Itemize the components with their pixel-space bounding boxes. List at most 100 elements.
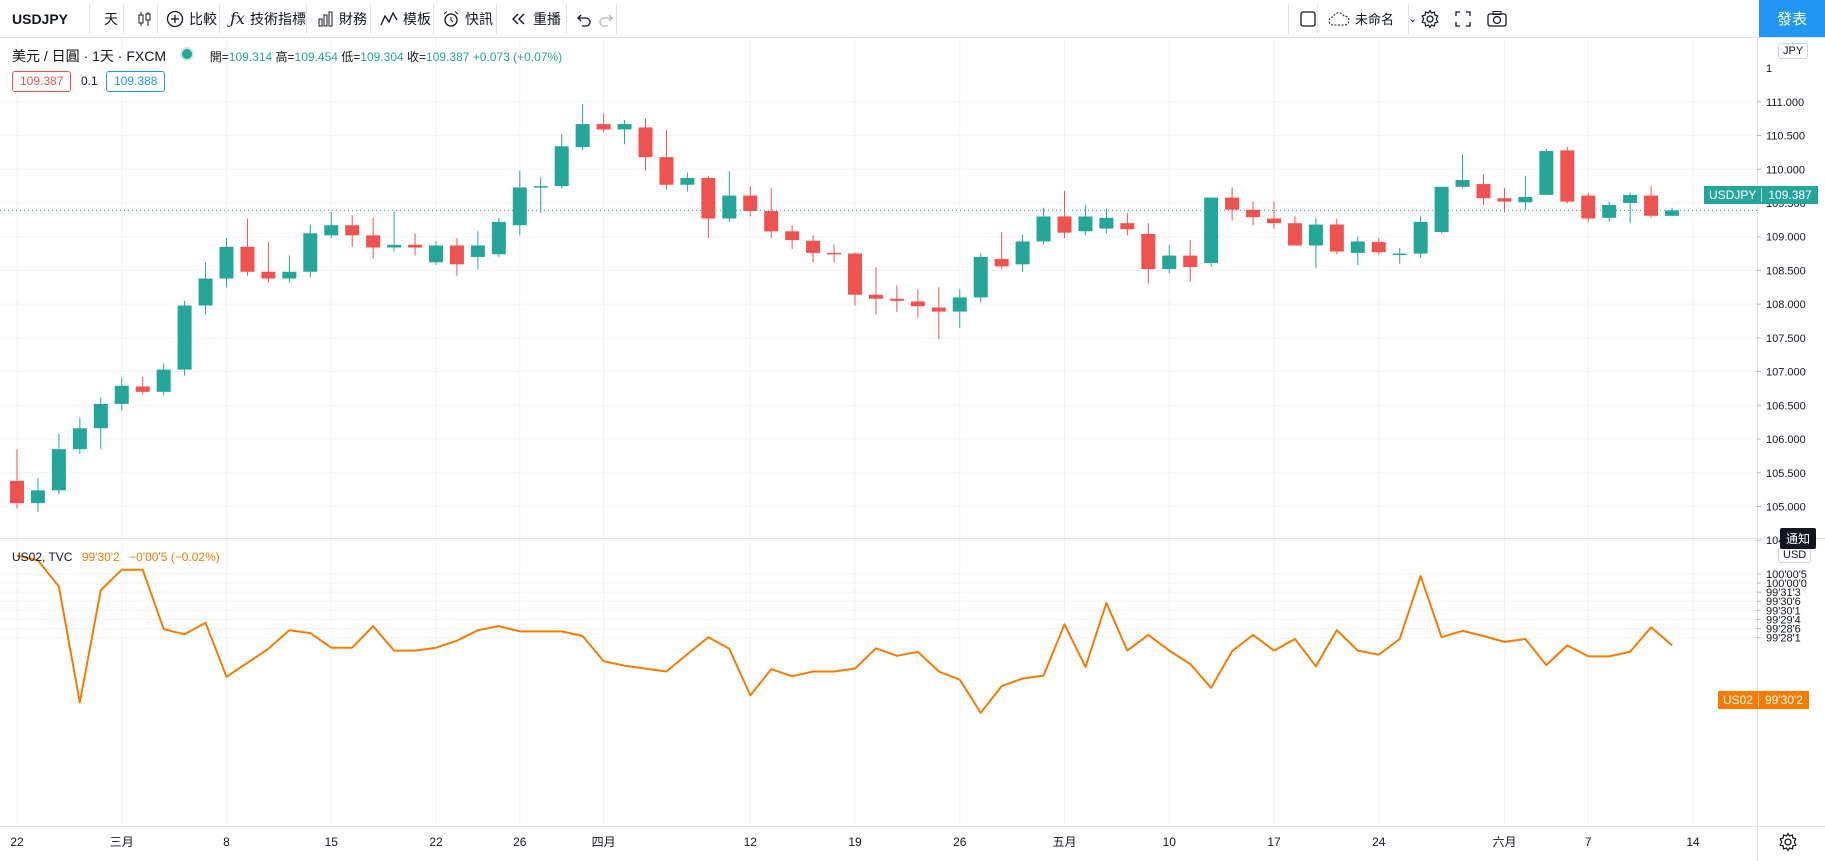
candle-body — [1623, 194, 1638, 203]
us02-title[interactable]: US02, TVC — [12, 550, 73, 564]
candle-body — [575, 124, 590, 147]
candle-body — [848, 253, 862, 295]
candle-body — [1497, 198, 1512, 202]
us02-tick-label: 99'28'1 — [1766, 633, 1801, 645]
undo-button[interactable] — [566, 0, 600, 37]
price-tag-symbol: USDJPY — [1704, 188, 1763, 202]
price-tick-label: 106.500 — [1766, 400, 1806, 412]
toolbar-divider — [1317, 4, 1318, 34]
financials-button[interactable]: 財務 — [308, 0, 375, 37]
x-tick-label: 26 — [513, 835, 527, 849]
candle — [1036, 207, 1051, 245]
symbol-search-button[interactable]: USDJPY — [12, 10, 69, 27]
publish-button[interactable]: 發表 — [1759, 0, 1825, 37]
sell-button[interactable]: 109.387 — [12, 71, 72, 92]
candle — [1665, 207, 1680, 217]
us02-tick-label: 100'00'0 — [1766, 578, 1807, 590]
candle — [1581, 192, 1596, 223]
candle-body — [1287, 223, 1302, 246]
price-tick-label: 109.000 — [1766, 232, 1806, 244]
indicators-button[interactable]: ƒx 技術指標 — [222, 0, 314, 37]
candle — [135, 376, 150, 395]
us02-change: −0'00'5 (−0.02%) — [129, 550, 220, 564]
candle-body — [1476, 184, 1491, 199]
us02-tick-label: 100'00'5 — [1766, 569, 1807, 581]
candle-body — [366, 235, 381, 248]
candle — [324, 211, 339, 239]
settings-button[interactable] — [1412, 0, 1448, 37]
buy-button[interactable]: 109.388 — [106, 71, 166, 92]
chart-type-button[interactable] — [128, 0, 162, 37]
toolbar-divider — [496, 4, 497, 34]
fullscreen-button[interactable] — [1446, 0, 1480, 37]
candle-body — [303, 233, 318, 272]
candle-body — [952, 297, 967, 312]
candle — [491, 217, 506, 257]
layout-select-button[interactable] — [1291, 0, 1325, 37]
open-label: 開= — [209, 50, 229, 64]
candle — [1078, 204, 1093, 236]
candle — [1371, 238, 1386, 255]
plus-circle-icon — [166, 10, 184, 27]
us02-value: 99'30'2 — [81, 550, 120, 564]
candle-body — [638, 127, 653, 158]
candle-body — [240, 246, 255, 272]
axis-settings-button[interactable] — [1778, 832, 1798, 857]
candle-body — [680, 178, 695, 185]
price-axis-background[interactable] — [1757, 38, 1825, 861]
price-tick-label: 108.000 — [1766, 299, 1806, 311]
candle-body — [198, 278, 213, 306]
x-tick-label: 10 — [1163, 835, 1177, 849]
layout-name-button[interactable]: 未命名 ⌄ — [1320, 0, 1425, 37]
last-price-tag: USDJPY 109.387 — [1704, 186, 1818, 204]
axes: 22 三月 8 15 22 26 四月 12 19 26 五月 10 17 24 六月 7 14 111.000 1… — [0, 38, 1825, 861]
change-value: +0.073 (+0.07%) — [472, 50, 563, 64]
us02-tag-symbol: US02 — [1718, 693, 1760, 707]
replay-label: 重播 — [533, 10, 561, 27]
candle-body — [1225, 197, 1240, 210]
alert-button[interactable]: 快訊 — [434, 0, 501, 37]
templates-button[interactable]: 模板 — [372, 0, 439, 37]
snapshot-button[interactable] — [1478, 0, 1516, 37]
candle-body — [491, 221, 506, 255]
symbol-description[interactable]: 美元 / 日圓 · 1天 · FXCM — [12, 48, 166, 64]
price-tick-label: 1 — [1766, 63, 1772, 75]
undo-icon — [577, 14, 591, 27]
candle-body — [345, 225, 360, 236]
replay-button[interactable]: 重播 — [502, 0, 569, 37]
candle — [533, 177, 548, 214]
candle-body — [764, 211, 779, 232]
candle-body — [1581, 195, 1596, 219]
us02-tick-label: 99'29'4 — [1766, 614, 1801, 626]
candle — [1602, 201, 1617, 222]
alert-tooltip: 通知 — [1780, 528, 1817, 549]
candle-body — [1413, 221, 1428, 254]
high-value: 109.454 — [294, 50, 338, 64]
interval-button[interactable]: 天 — [104, 10, 118, 27]
candle — [722, 171, 737, 222]
candle-body — [1560, 150, 1575, 202]
cloud-icon — [1328, 11, 1350, 25]
fullscreen-icon — [1455, 10, 1471, 27]
us02-tick-label: 99'30'1 — [1766, 605, 1801, 617]
candle-body — [785, 231, 800, 241]
candle-body — [135, 386, 150, 392]
currency-label[interactable]: JPY — [1778, 43, 1809, 59]
currency-label-2[interactable]: USD — [1778, 547, 1812, 563]
toolbar-divider — [1288, 4, 1289, 34]
ohlc-values: 開=109.314 高=109.454 低=109.304 收=109.387 … — [210, 50, 562, 64]
candle — [680, 172, 695, 192]
candle — [1434, 186, 1449, 234]
candle — [1476, 174, 1491, 205]
x-tick-label: 12 — [744, 835, 758, 849]
compare-button[interactable]: 比較 — [158, 0, 225, 37]
price-tick-label: 105.500 — [1766, 468, 1806, 480]
candle — [219, 238, 234, 288]
market-open-status-icon — [179, 47, 194, 61]
us02-price-tag: US02 99'30'2 — [1718, 691, 1809, 709]
candle — [1057, 190, 1072, 239]
toolbar-divider — [566, 4, 567, 34]
candle — [177, 300, 192, 376]
redo-button[interactable] — [590, 0, 624, 37]
